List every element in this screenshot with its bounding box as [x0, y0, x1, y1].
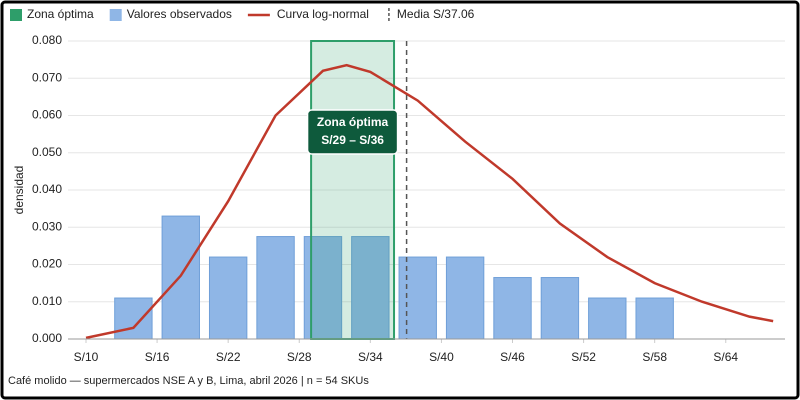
- bar: [114, 297, 153, 340]
- legend-label: Media S/37.06: [397, 7, 475, 21]
- y-tick-label: 0.000: [32, 331, 62, 345]
- y-tick-label: 0.040: [32, 182, 62, 196]
- annotation-range: S/29 – S/36: [321, 133, 384, 147]
- caption: Café molido — supermercados NSE A y B, L…: [8, 375, 369, 387]
- y-tick-label: 0.030: [32, 219, 62, 233]
- x-tick-label: S/34: [358, 350, 383, 364]
- x-tick-label: S/22: [216, 350, 241, 364]
- bar: [256, 236, 295, 340]
- curve-line: [85, 63, 774, 340]
- y-axis-label: densidad: [12, 166, 26, 215]
- y-tick-label: 0.070: [32, 70, 62, 84]
- x-tick-label: S/40: [429, 350, 454, 364]
- legend-label: Valores observados: [127, 7, 232, 21]
- bar: [161, 215, 200, 340]
- x-tick-label: S/58: [642, 350, 667, 364]
- legend-label: Curva log-normal: [277, 7, 369, 21]
- bar: [540, 277, 580, 340]
- x-tick-label: S/52: [571, 350, 596, 364]
- legend-swatch: [109, 9, 122, 21]
- y-tick-label: 0.080: [32, 33, 62, 47]
- y-tick-label: 0.020: [32, 257, 62, 271]
- bar: [493, 277, 532, 340]
- bar: [635, 297, 674, 340]
- x-tick-label: S/46: [500, 350, 525, 364]
- legend-label: Zona óptima: [27, 7, 94, 21]
- optimal-zone: [310, 40, 396, 340]
- x-tick-label: S/16: [145, 350, 170, 364]
- annotation-box: [306, 109, 399, 155]
- bar: [208, 256, 248, 340]
- bar: [398, 256, 437, 340]
- y-tick-label: 0.050: [32, 145, 62, 159]
- x-tick-label: S/64: [713, 350, 738, 364]
- bar: [445, 256, 485, 340]
- y-tick-label: 0.060: [32, 108, 62, 122]
- legend-swatch: [10, 9, 22, 21]
- bar: [588, 297, 627, 340]
- x-tick-label: S/28: [287, 350, 312, 364]
- annotation-title: Zona óptima: [317, 115, 389, 129]
- y-tick-label: 0.010: [32, 294, 62, 308]
- x-tick-label: S/10: [74, 350, 99, 364]
